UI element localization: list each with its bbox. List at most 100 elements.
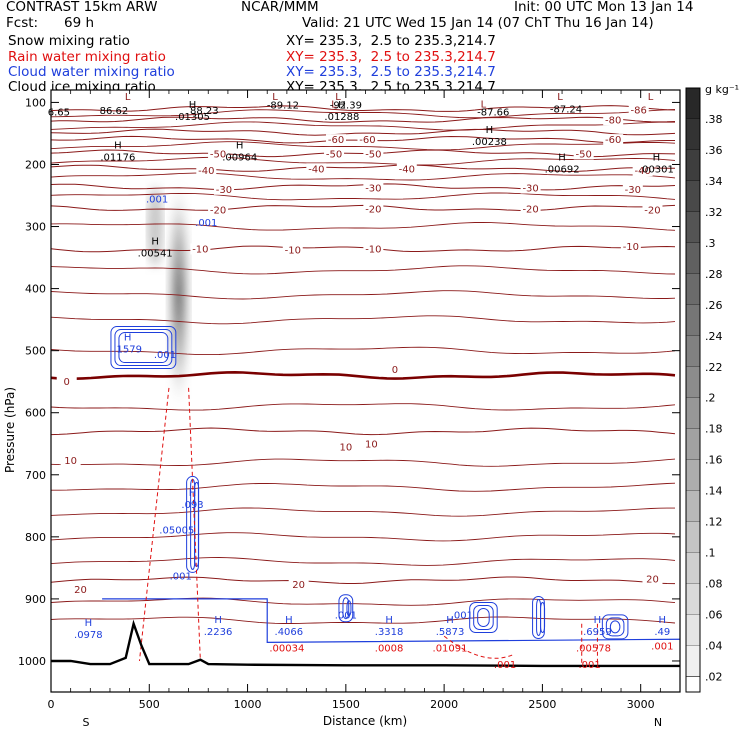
isotherm-label-bg xyxy=(384,363,405,375)
isotherm-label-bg xyxy=(60,455,81,467)
isotherm-line xyxy=(50,149,676,158)
isotherm-line xyxy=(50,576,676,585)
extremum-value: .093 xyxy=(181,500,203,511)
low-marker: L xyxy=(272,92,278,103)
isotherm-label-bg xyxy=(622,183,643,195)
isotherm-label: -50 xyxy=(365,149,381,160)
isotherm-label-bg xyxy=(56,376,77,388)
header-fcst-label: Fcst: xyxy=(6,15,39,31)
colorbar-swatch xyxy=(686,180,700,213)
extremum-marker: H xyxy=(659,615,667,626)
isotherm-label: 20 xyxy=(74,585,87,596)
extremum-marker: H xyxy=(124,333,132,344)
field-cloud-water-name: Cloud water mixing ratio xyxy=(8,64,175,80)
header-fcst-value: 69 h xyxy=(64,15,95,31)
colorbar-swatch xyxy=(686,366,700,399)
isotherm-label-bg xyxy=(620,240,641,252)
low-marker: L xyxy=(557,92,563,103)
x-tick-label: 2500 xyxy=(528,698,556,711)
header-model: CONTRAST 15km ARW xyxy=(6,0,158,15)
colorbar-label: .24 xyxy=(705,330,723,343)
colorbar-label: .34 xyxy=(705,175,723,188)
header-valid: Valid: 21 UTC Wed 15 Jan 14 (07 ChT Thu … xyxy=(302,15,654,31)
isotherm-label: -30 xyxy=(522,184,538,195)
isotherm-label: -10 xyxy=(192,244,208,255)
colorbar-swatch xyxy=(686,614,700,647)
isotherm-line xyxy=(50,265,676,275)
extremum-value: .1579 xyxy=(113,345,142,356)
isotherm-line xyxy=(50,141,676,151)
extremum-marker: H xyxy=(114,140,122,151)
colorbar-label: .38 xyxy=(705,113,723,126)
colorbar-label: .16 xyxy=(705,454,723,467)
isotherm-label-bg xyxy=(190,243,211,255)
isotherm-label: 20 xyxy=(646,575,659,586)
upper-temperature-label: -87.66 xyxy=(477,108,509,119)
x-tick-label: 1000 xyxy=(234,698,262,711)
cloud-water-contour xyxy=(601,614,629,640)
isotherm-line xyxy=(50,346,676,356)
isotherm-label-bg xyxy=(363,203,384,215)
colorbar-swatch xyxy=(686,397,700,430)
x-axis-title: Distance (km) xyxy=(323,714,407,728)
plot-area xyxy=(51,90,680,692)
isotherm-label-bg xyxy=(642,204,663,216)
colorbar-label: .04 xyxy=(705,640,723,653)
isotherm-label: -10 xyxy=(285,246,301,257)
upper-temperature-label: -87.24 xyxy=(550,105,582,116)
low-marker: L xyxy=(648,92,654,103)
extremum-value: .00692 xyxy=(545,165,580,176)
cloud-water-label: .001 xyxy=(154,350,176,361)
isotherm-label: -60 xyxy=(359,135,375,146)
low-marker: L xyxy=(481,100,487,111)
isotherm-line xyxy=(50,105,676,112)
colorbar-label: .22 xyxy=(705,361,723,374)
endpoint-left: S xyxy=(83,716,90,729)
x-tick-label: 500 xyxy=(139,698,160,711)
isotherm-line xyxy=(50,557,676,566)
extremum-marker: H xyxy=(285,615,293,626)
header-center: NCAR/MMM xyxy=(241,0,319,15)
cloud-water-label: .001 xyxy=(170,571,192,582)
low-marker: L xyxy=(335,92,341,103)
isotherm-label-bg xyxy=(282,244,303,256)
extremum-value: .00964 xyxy=(222,152,257,163)
isotherm-label: -20 xyxy=(522,205,538,216)
isotherm-label-bg xyxy=(208,148,229,160)
extremum-value: .2236 xyxy=(204,627,233,638)
colorbar-swatch xyxy=(686,335,700,368)
y-tick-label: 500 xyxy=(25,345,46,358)
isotherm-label-bg xyxy=(573,148,594,160)
cloud-water-contour xyxy=(342,597,350,620)
cloud-water-label: .001 xyxy=(146,195,168,206)
colorbar-swatch xyxy=(686,118,700,151)
isotherm-line xyxy=(50,156,676,166)
rain-label: .00578 xyxy=(576,643,611,654)
isotherm-line xyxy=(50,532,676,542)
upper-temperature-label: 86.62 xyxy=(100,106,129,117)
colorbar-swatch xyxy=(686,552,700,585)
isotherm-label: 20 xyxy=(292,580,305,591)
colorbar-label: .1 xyxy=(705,547,716,560)
cloud-water-contour xyxy=(102,598,681,643)
cloud-water-contour xyxy=(609,620,621,634)
extremum-marker: H xyxy=(189,100,197,111)
x-tick-label: 2000 xyxy=(430,698,458,711)
extremum-value: .00238 xyxy=(472,137,507,148)
isotherm-line xyxy=(50,370,676,380)
extremum-marker: H xyxy=(85,618,93,629)
field-snow-name: Snow mixing ratio xyxy=(8,33,130,49)
isotherm-line xyxy=(50,427,676,436)
isotherm-line xyxy=(50,204,676,212)
cloud-water-label: .001 xyxy=(195,218,217,229)
isotherm-label: 10 xyxy=(64,456,77,467)
rain-contour xyxy=(188,387,201,661)
y-tick-label: 200 xyxy=(25,158,46,171)
field-snow-xy: XY= 235.3, 2.5 to 235.3,214.7 xyxy=(286,33,496,49)
extremum-value: .00541 xyxy=(138,248,173,259)
colorbar-swatch xyxy=(686,242,700,275)
y-tick-label: 100 xyxy=(25,96,46,109)
rain-contour xyxy=(138,387,170,662)
isotherm-label-bg xyxy=(363,182,384,194)
extremum-marker: H xyxy=(594,615,602,626)
